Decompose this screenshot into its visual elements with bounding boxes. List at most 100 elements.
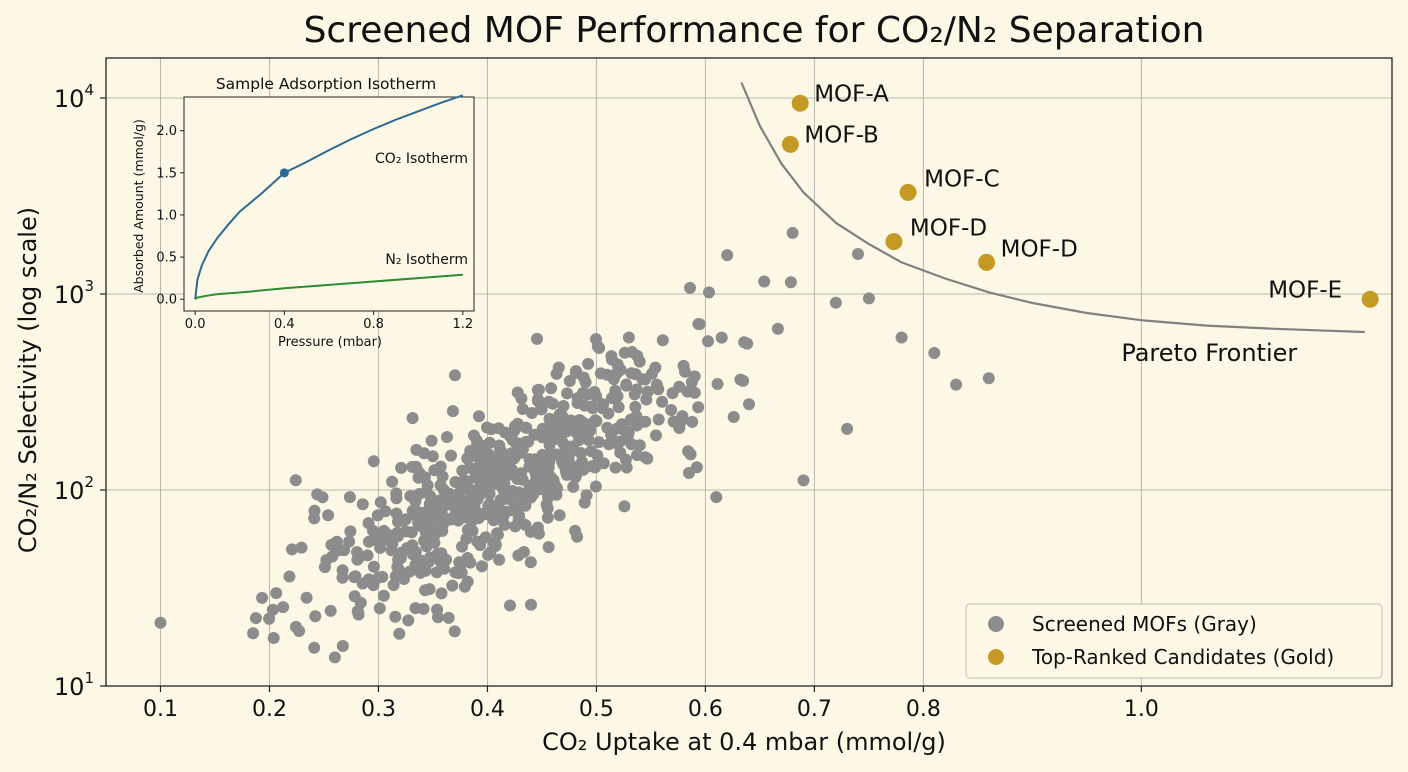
screened-point — [633, 439, 646, 452]
screened-point — [456, 464, 469, 477]
screened-point — [386, 475, 399, 488]
screened-point — [336, 640, 349, 652]
screened-point — [611, 358, 624, 371]
legend-entry-screened: Screened MOFs (Gray) — [1032, 612, 1257, 636]
screened-point — [743, 398, 755, 411]
screened-point — [688, 370, 701, 383]
screened-point — [393, 627, 406, 640]
screened-point — [286, 543, 298, 556]
screened-point — [434, 460, 447, 473]
screened-point — [563, 375, 576, 387]
candidate-label: MOF-B — [804, 122, 878, 148]
screened-point — [620, 378, 633, 391]
screened-point — [389, 570, 402, 583]
legend-box — [965, 603, 1383, 679]
screened-point — [641, 385, 654, 398]
screened-point — [461, 575, 474, 588]
screened-point — [656, 334, 669, 347]
screened-point — [417, 602, 430, 615]
candidate-point — [899, 183, 917, 201]
screened-point — [442, 611, 455, 624]
screened-point — [362, 573, 375, 586]
screened-point — [471, 439, 483, 452]
screened-point — [249, 612, 262, 625]
screened-point — [283, 570, 296, 583]
screened-point — [395, 546, 408, 559]
co2-isotherm-label: CO₂ Isotherm — [375, 151, 468, 167]
screened-point — [516, 403, 529, 415]
screened-point — [425, 434, 438, 447]
screened-point — [295, 541, 308, 554]
screened-point — [895, 331, 908, 344]
screened-point — [512, 549, 525, 562]
screened-point — [435, 499, 448, 512]
screened-point — [497, 484, 510, 496]
screened-point — [481, 421, 493, 434]
chart-title: Screened MOF Performance for CO₂/N₂ Sepa… — [304, 10, 1205, 51]
screened-point — [546, 397, 559, 410]
screened-point — [426, 450, 439, 463]
screened-point — [475, 560, 488, 573]
screened-point — [721, 249, 734, 262]
screened-point — [497, 509, 510, 522]
screened-point — [531, 332, 543, 345]
legend-entry-candidates: Top-Ranked Candidates (Gold) — [1031, 645, 1334, 669]
screened-point — [453, 556, 466, 569]
screened-point — [581, 388, 594, 401]
pareto-frontier-line — [740, 82, 1365, 334]
candidate-point — [1361, 290, 1379, 308]
candidate-label: MOF-E — [1268, 277, 1342, 303]
screened-point — [496, 449, 509, 462]
screened-point — [594, 367, 607, 380]
inset-y-tick-label: 0.0 — [156, 293, 177, 308]
screened-point — [448, 625, 461, 638]
screened-point — [525, 598, 537, 611]
screened-point — [395, 461, 408, 474]
inset-y-tick-label: 0.5 — [156, 251, 177, 266]
screened-point — [320, 554, 333, 567]
screened-point — [542, 541, 555, 554]
screened-point — [483, 487, 496, 500]
inset-title: Sample Adsorption Isotherm — [216, 75, 436, 93]
legend-marker-screened — [988, 616, 1004, 632]
screened-point — [841, 422, 854, 435]
y-axis-ticks: 101 102 103 104 — [54, 81, 106, 701]
screened-point — [482, 548, 495, 561]
screened-point — [385, 544, 398, 557]
inset-x-tick-label: 1.2 — [453, 317, 474, 332]
screened-point — [493, 553, 506, 566]
screened-point — [425, 526, 438, 539]
screened-point — [256, 591, 269, 604]
screened-point — [452, 514, 465, 527]
screened-point — [483, 436, 496, 449]
candidate-points: MOF-A MOF-B MOF-C MOF-D MOF-D MOF-E — [781, 81, 1379, 308]
screened-point — [410, 460, 423, 473]
candidate-label: MOF-A — [814, 81, 889, 107]
screened-point — [551, 482, 564, 495]
screened-point — [601, 421, 614, 434]
screened-point — [391, 527, 404, 539]
screened-point — [449, 369, 461, 382]
screened-point — [263, 612, 276, 625]
screened-point — [560, 425, 573, 438]
x-tick-label: 0.5 — [579, 697, 614, 722]
screened-point — [247, 627, 260, 640]
screened-point — [377, 526, 390, 539]
screened-point — [715, 331, 728, 344]
inset-y-tick-label: 2.0 — [156, 124, 177, 139]
screened-point — [650, 378, 663, 391]
screened-point — [591, 449, 604, 462]
screened-point — [336, 571, 349, 584]
screened-point — [524, 556, 537, 569]
screened-point — [982, 372, 995, 385]
screened-point — [620, 461, 633, 474]
y-tick-label: 102 — [54, 473, 94, 505]
screened-point — [618, 424, 630, 436]
inset-x-tick-label: 0.8 — [363, 317, 384, 332]
screened-point — [331, 544, 344, 557]
screened-point — [374, 496, 387, 509]
screened-point — [786, 226, 799, 239]
screened-point — [558, 445, 571, 458]
screened-point — [500, 469, 513, 482]
